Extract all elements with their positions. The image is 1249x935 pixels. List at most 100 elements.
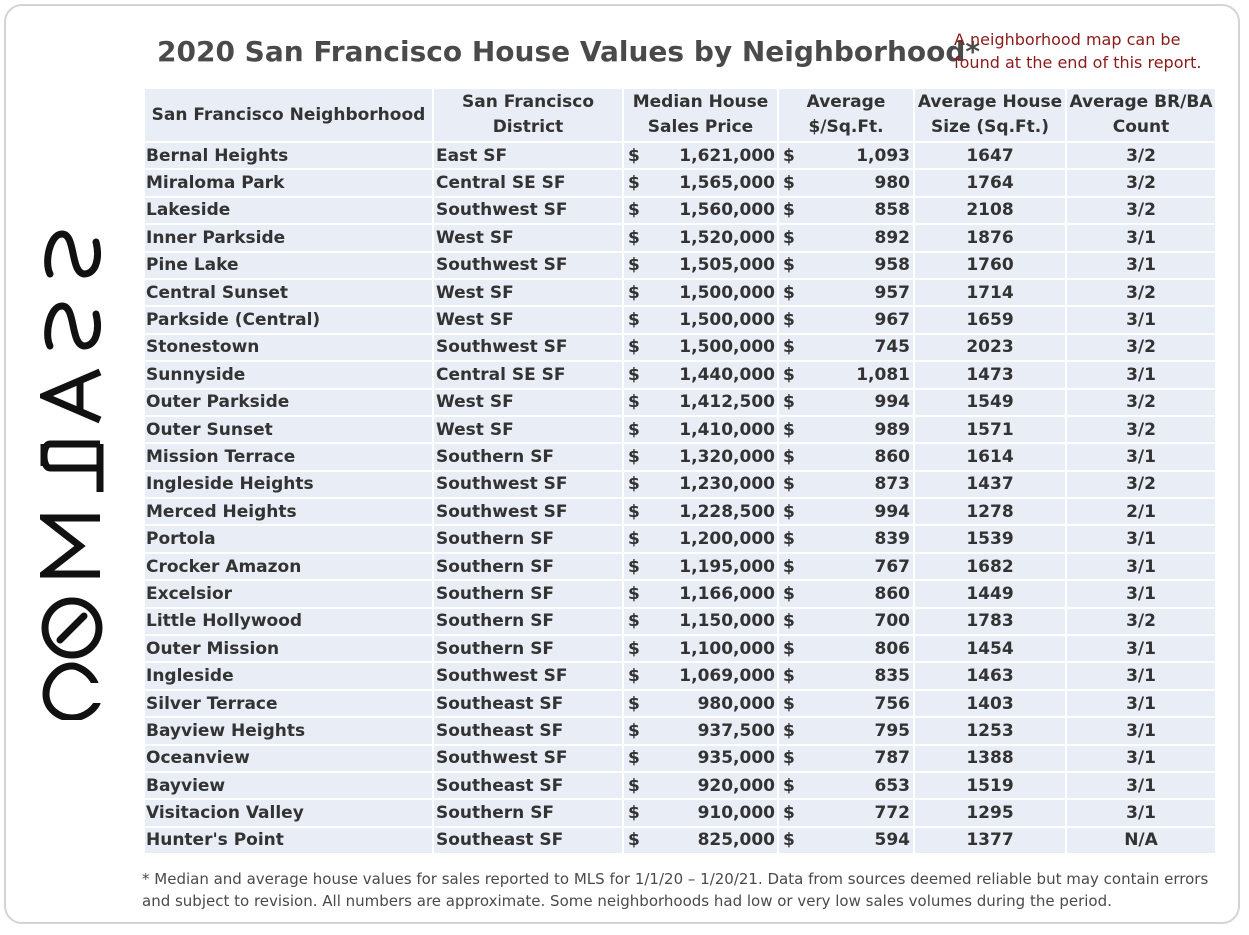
ppsf-value: 594 <box>874 830 911 851</box>
cell-brba: 3/2 <box>1066 415 1217 445</box>
cell-brba: 3/2 <box>1066 388 1217 417</box>
price-value: 1,228,500 <box>679 501 775 522</box>
cell-district: West SF <box>433 415 624 445</box>
price-value: 1,200,000 <box>679 529 775 550</box>
cell-size: 1760 <box>914 251 1067 280</box>
cell-brba: 3/1 <box>1066 251 1217 280</box>
currency-symbol: $ <box>628 145 640 166</box>
currency-symbol: $ <box>628 775 640 796</box>
currency-symbol: $ <box>628 446 640 467</box>
cell-brba: 3/2 <box>1066 278 1217 308</box>
currency-symbol: $ <box>628 693 640 714</box>
table-row: Parkside (Central) West SF $1,500,000 $967 1… <box>145 306 1217 335</box>
cell-size: 1783 <box>914 607 1067 637</box>
cell-ppsf: $787 <box>778 744 915 773</box>
page-frame <box>4 4 1240 924</box>
table-row: Oceanview Southwest SF $935,000 $787 1388 3/1 <box>145 744 1217 773</box>
cell-size: 2108 <box>914 196 1067 226</box>
cell-brba: 3/1 <box>1066 525 1217 554</box>
cell-district: Southeast SF <box>433 771 624 801</box>
ppsf-value: 772 <box>874 803 911 824</box>
cell-brba: 3/1 <box>1066 635 1217 664</box>
cell-district: Southeast SF <box>433 689 624 719</box>
price-value: 1,100,000 <box>679 638 775 659</box>
price-value: 1,166,000 <box>679 583 775 604</box>
ppsf-value: 835 <box>874 666 911 687</box>
ppsf-value: 795 <box>874 720 911 741</box>
ppsf-value: 700 <box>874 611 911 632</box>
table-row: Bernal Heights East SF $1,621,000 $1,093 164… <box>145 142 1217 171</box>
currency-symbol: $ <box>783 282 795 303</box>
table-row: Central Sunset West SF $1,500,000 $957 1714 3… <box>145 278 1217 308</box>
cell-district: Southern SF <box>433 607 624 637</box>
cell-price: $1,412,500 <box>623 388 779 417</box>
cell-brba: 3/2 <box>1066 470 1217 500</box>
price-value: 825,000 <box>697 830 775 851</box>
cell-price: $1,410,000 <box>623 415 779 445</box>
cell-price: $980,000 <box>623 689 779 719</box>
cell-size: 1571 <box>914 415 1067 445</box>
cell-price: $910,000 <box>623 799 779 828</box>
currency-symbol: $ <box>783 556 795 577</box>
price-value: 1,230,000 <box>679 474 775 495</box>
cell-ppsf: $653 <box>778 771 915 801</box>
currency-symbol: $ <box>628 666 640 687</box>
currency-symbol: $ <box>783 145 795 166</box>
cell-ppsf: $700 <box>778 607 915 637</box>
cell-price: $1,500,000 <box>623 306 779 335</box>
cell-ppsf: $860 <box>778 580 915 609</box>
cell-neighborhood: Ingleside Heights <box>145 470 434 500</box>
cell-district: Central SE SF <box>433 361 624 390</box>
currency-symbol: $ <box>783 748 795 769</box>
ppsf-value: 957 <box>874 282 911 303</box>
header-district: San Francisco District <box>433 89 624 143</box>
table-row: Visitacion Valley Southern SF $910,000 $772… <box>145 799 1217 828</box>
table-row: Hunter's Point Southeast SF $825,000 $594 13… <box>145 826 1217 856</box>
cell-price: $1,200,000 <box>623 525 779 554</box>
cell-size: 1764 <box>914 169 1067 198</box>
currency-symbol: $ <box>628 337 640 358</box>
cell-neighborhood: Merced Heights <box>145 498 434 527</box>
cell-size: 1403 <box>914 689 1067 719</box>
header-size: Average House Size (Sq.Ft.) <box>914 89 1067 143</box>
cell-ppsf: $892 <box>778 224 915 253</box>
ppsf-value: 767 <box>874 556 911 577</box>
price-value: 1,520,000 <box>679 227 775 248</box>
cell-district: Southern SF <box>433 525 624 554</box>
cell-neighborhood: Visitacion Valley <box>145 799 434 828</box>
page-title: 2020 San Francisco House Values by Neigh… <box>157 35 981 68</box>
price-value: 1,412,500 <box>679 392 775 413</box>
cell-ppsf: $860 <box>778 443 915 472</box>
table-body: Bernal Heights East SF $1,621,000 $1,093 164… <box>145 142 1217 856</box>
price-value: 935,000 <box>697 748 775 769</box>
currency-symbol: $ <box>783 693 795 714</box>
ppsf-value: 1,093 <box>856 145 910 166</box>
cell-neighborhood: Inner Parkside <box>145 224 434 253</box>
currency-symbol: $ <box>783 255 795 276</box>
cell-size: 1295 <box>914 799 1067 828</box>
cell-size: 1377 <box>914 826 1067 856</box>
cell-ppsf: $745 <box>778 333 915 363</box>
cell-ppsf: $1,081 <box>778 361 915 390</box>
currency-symbol: $ <box>628 611 640 632</box>
currency-symbol: $ <box>628 173 640 194</box>
currency-symbol: $ <box>628 529 640 550</box>
cell-neighborhood: Outer Sunset <box>145 415 434 445</box>
cell-size: 2023 <box>914 333 1067 363</box>
currency-symbol: $ <box>783 720 795 741</box>
cell-size: 1449 <box>914 580 1067 609</box>
cell-ppsf: $858 <box>778 196 915 226</box>
table-row: Inner Parkside West SF $1,520,000 $892 1876 3… <box>145 224 1217 253</box>
cell-price: $1,228,500 <box>623 498 779 527</box>
cell-neighborhood: Crocker Amazon <box>145 552 434 582</box>
price-value: 1,150,000 <box>679 611 775 632</box>
price-value: 1,069,000 <box>679 666 775 687</box>
cell-district: Southwest SF <box>433 498 624 527</box>
currency-symbol: $ <box>628 310 640 331</box>
cell-size: 1519 <box>914 771 1067 801</box>
cell-district: Southwest SF <box>433 470 624 500</box>
cell-district: Southeast SF <box>433 826 624 856</box>
cell-ppsf: $994 <box>778 388 915 417</box>
cell-size: 1539 <box>914 525 1067 554</box>
cell-district: East SF <box>433 142 624 171</box>
